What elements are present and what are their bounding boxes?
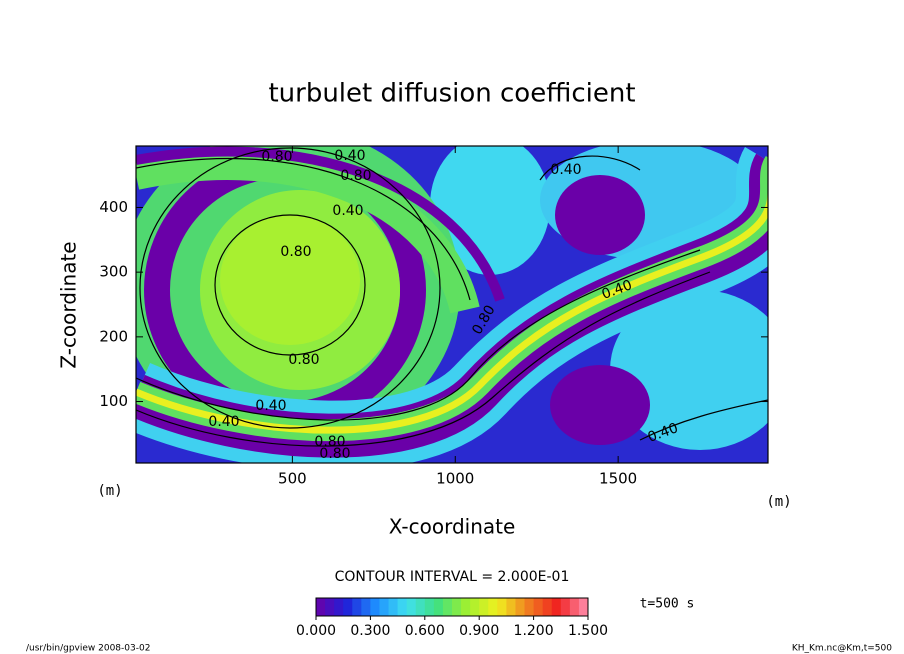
colorbar-frame: [315, 597, 589, 617]
x-axis-label: X-coordinate: [389, 515, 516, 539]
colorbar-tick-label: 1.500: [568, 623, 608, 639]
colorbar-swatch: [569, 598, 580, 616]
time-label: t=500 s: [640, 597, 695, 612]
colorbar-swatch: [551, 598, 562, 616]
plot-frame: [135, 145, 769, 464]
contour-label: 0.80: [288, 352, 319, 368]
colorbar-swatch: [343, 598, 353, 616]
colorbar-swatch: [397, 598, 408, 616]
y-tick-label: 400: [99, 198, 128, 216]
colorbar-swatch: [452, 598, 462, 616]
colorbar-tick-label: 0.900: [459, 623, 499, 639]
colorbar-swatch: [497, 598, 507, 616]
colorbar-swatch: [524, 598, 535, 616]
contour-label: 0.40: [550, 162, 581, 178]
y-axis-label: Z-coordinate: [57, 241, 81, 368]
colorbar-swatch: [515, 598, 526, 616]
footer-left: /usr/bin/gpview 2008-03-02: [26, 644, 150, 654]
colorbar-tick-label: 0.000: [296, 623, 336, 639]
colorbar-swatch: [533, 598, 544, 616]
colorbar-swatch: [325, 598, 335, 616]
y-unit: (m): [97, 483, 122, 499]
chart-title: turbulet diffusion coefficient: [268, 79, 635, 109]
contour-label: 0.80: [280, 244, 311, 260]
colorbar-swatch: [424, 598, 435, 616]
colorbar-tick-label: 0.300: [350, 623, 390, 639]
contour-label: 0.80: [319, 446, 350, 462]
colorbar-swatch: [352, 598, 362, 616]
colorbar-swatch: [379, 598, 390, 616]
colorbar-tick-label: 1.200: [514, 623, 554, 639]
x-unit: (m): [766, 494, 791, 510]
y-tick-label: 100: [99, 392, 128, 410]
contour-label: 0.40: [255, 398, 286, 414]
contour-label: 0.80: [314, 434, 345, 450]
footer-right: KH_Km.nc@Km,t=500: [792, 644, 892, 654]
colorbar-swatch: [470, 598, 480, 616]
colorbar-swatch: [388, 598, 399, 616]
colorbar-swatch: [542, 598, 553, 616]
colorbar-swatch: [560, 598, 571, 616]
contour-label: 0.40: [208, 414, 239, 430]
contour-label: 0.40: [334, 148, 365, 164]
field: [136, 146, 768, 463]
colorbar-swatch: [334, 598, 344, 616]
colorbar-swatch: [479, 598, 489, 616]
colorbar-swatch: [433, 598, 444, 616]
colorbar-tick-label: 0.600: [405, 623, 445, 639]
colorbar-swatch: [506, 598, 516, 616]
colorbar-swatch: [316, 598, 326, 616]
y-tick-label: 200: [99, 327, 128, 345]
contour-interval: CONTOUR INTERVAL = 2.000E-01: [335, 569, 570, 585]
x-tick-label: 500: [278, 470, 307, 488]
contour-label: 0.80: [261, 149, 292, 165]
y-tick-label: 300: [99, 263, 128, 281]
x-tick-label: 1500: [599, 470, 637, 488]
colorbar-swatch: [442, 598, 453, 616]
colorbar-swatch: [488, 598, 498, 616]
colorbar-swatch: [361, 598, 371, 616]
colorbar-swatch: [415, 598, 426, 616]
contour-label: 0.80: [340, 168, 371, 184]
colorbar-swatch: [406, 598, 417, 616]
x-tick-label: 1000: [436, 470, 474, 488]
colorbar-swatch: [370, 598, 380, 616]
colorbar-swatch: [578, 598, 589, 616]
contour-label: 0.40: [332, 203, 363, 219]
colorbar-swatch: [461, 598, 471, 616]
